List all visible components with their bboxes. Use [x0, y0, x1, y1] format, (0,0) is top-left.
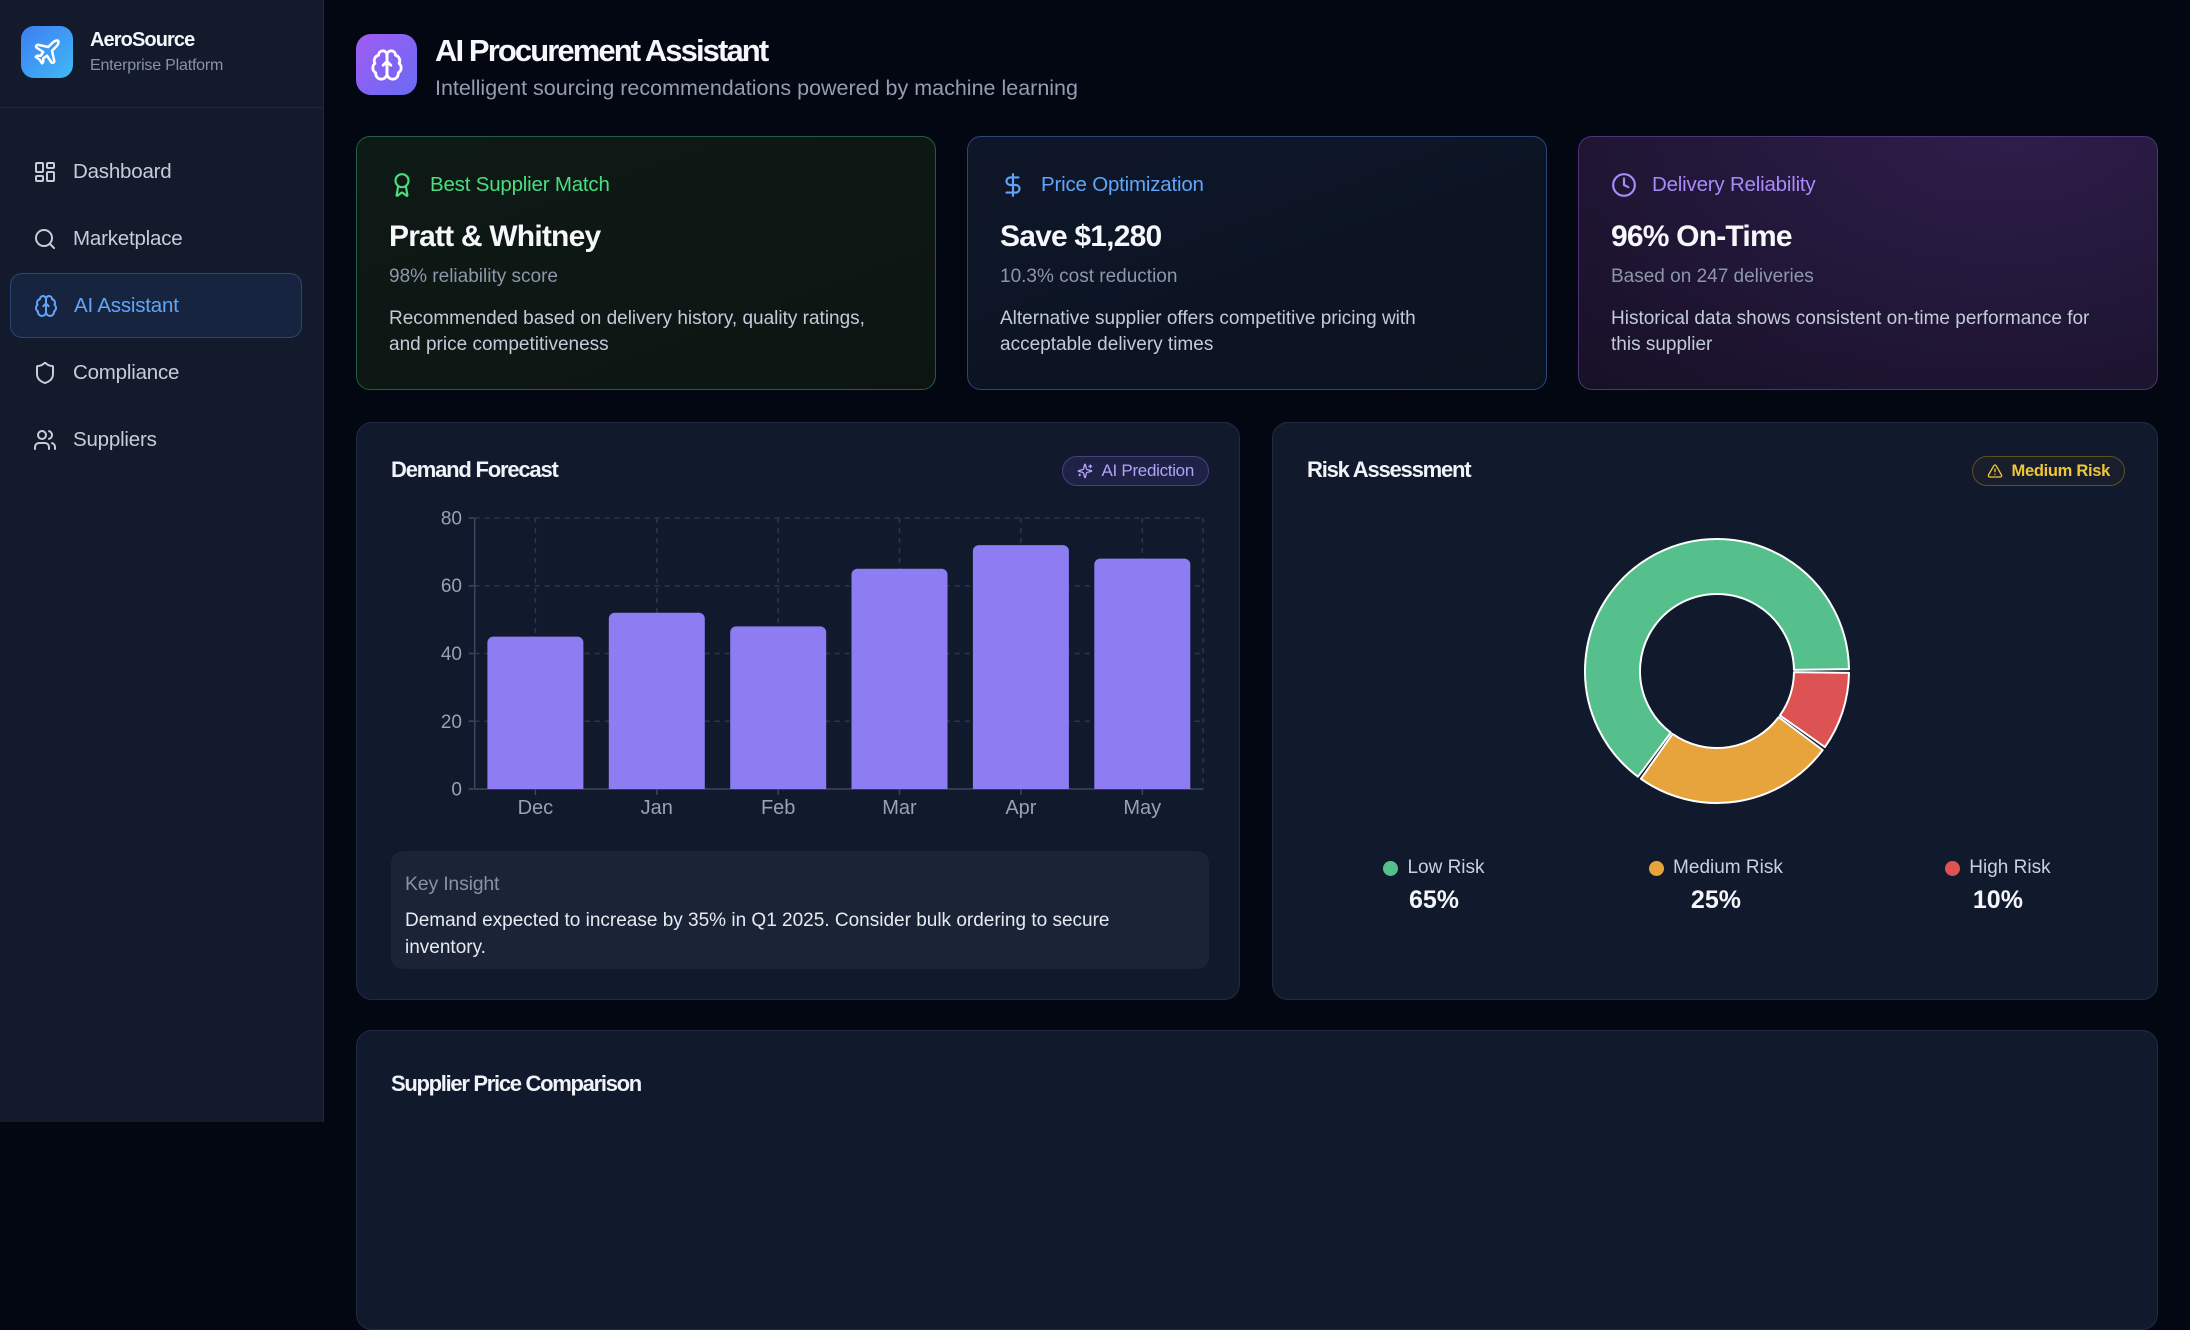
svg-text:60: 60 [441, 576, 462, 597]
svg-text:Jan: Jan [641, 797, 673, 819]
svg-text:0: 0 [451, 780, 462, 801]
svg-text:Dec: Dec [518, 797, 554, 819]
svg-text:May: May [1123, 797, 1161, 819]
svg-text:Mar: Mar [882, 797, 917, 819]
svg-text:40: 40 [441, 644, 462, 665]
svg-text:20: 20 [441, 712, 462, 733]
svg-text:80: 80 [441, 511, 462, 530]
svg-text:Feb: Feb [761, 797, 795, 819]
svg-text:Apr: Apr [1005, 797, 1036, 819]
